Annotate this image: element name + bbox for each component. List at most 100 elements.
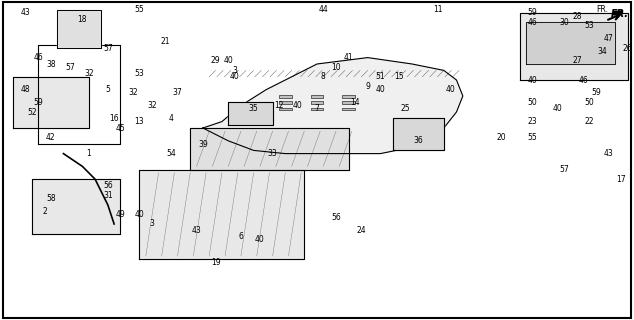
Bar [342,95,355,98]
Polygon shape [526,22,615,64]
Bar [279,101,292,104]
Polygon shape [228,102,273,125]
Text: 5: 5 [105,85,110,94]
Text: 56: 56 [331,213,341,222]
Text: 50: 50 [527,98,538,107]
Text: 53: 53 [585,21,595,30]
Text: 55: 55 [134,5,145,14]
Text: 2: 2 [42,207,47,216]
Text: 3: 3 [232,66,237,75]
Text: 9: 9 [365,82,370,91]
Text: 29: 29 [210,56,221,65]
Text: 51: 51 [375,72,385,81]
Text: 23: 23 [527,117,538,126]
Text: 47: 47 [604,34,614,43]
Text: 40: 40 [230,72,240,81]
Text: 40: 40 [134,210,145,219]
Text: 12: 12 [275,101,283,110]
Text: 46: 46 [33,53,43,62]
Polygon shape [32,179,120,234]
Text: 38: 38 [46,60,56,68]
Text: 48: 48 [20,85,30,94]
Text: 22: 22 [585,117,594,126]
Text: 18: 18 [78,15,87,24]
Bar [342,101,355,104]
Polygon shape [13,77,89,128]
Bar [311,108,323,110]
Text: 40: 40 [293,101,303,110]
Text: 4: 4 [169,114,174,123]
Text: 30: 30 [559,18,569,27]
Text: 35: 35 [249,104,259,113]
Text: 15: 15 [394,72,404,81]
Text: 50: 50 [585,98,595,107]
Text: 58: 58 [46,194,56,203]
Text: 43: 43 [20,8,30,17]
Text: 44: 44 [318,5,328,14]
Text: 10: 10 [331,63,341,72]
Text: 32: 32 [84,69,94,78]
Text: 40: 40 [527,76,538,84]
Polygon shape [203,58,463,154]
Text: 27: 27 [572,56,582,65]
Bar [311,101,323,104]
Polygon shape [190,128,349,170]
Polygon shape [520,13,628,80]
Text: 40: 40 [255,236,265,244]
Text: 21: 21 [160,37,169,46]
Text: 20: 20 [496,133,506,142]
Text: 40: 40 [445,85,455,94]
Text: 3: 3 [150,220,155,228]
Text: 43: 43 [604,149,614,158]
Text: 49: 49 [115,210,126,219]
Text: 45: 45 [115,124,126,132]
Text: 25: 25 [401,104,411,113]
Text: 40: 40 [553,104,563,113]
Text: 7: 7 [314,104,320,113]
Bar [342,108,355,110]
Text: FR.: FR. [597,5,608,14]
Text: 59: 59 [33,98,43,107]
Text: 6: 6 [238,232,243,241]
Text: FR.: FR. [611,9,628,20]
Text: 31: 31 [103,191,113,200]
Text: 59: 59 [527,8,538,17]
Polygon shape [57,10,101,48]
Text: 57: 57 [559,165,569,174]
Text: 26: 26 [623,44,633,52]
Text: 52: 52 [27,108,37,116]
Text: 46: 46 [527,18,538,27]
Text: 40: 40 [223,56,233,65]
Text: 17: 17 [616,175,626,184]
Text: 57: 57 [65,63,75,72]
Text: 32: 32 [147,101,157,110]
Text: 41: 41 [344,53,354,62]
Text: 54: 54 [166,149,176,158]
Text: 14: 14 [350,98,360,107]
Text: 57: 57 [103,44,113,52]
Text: 16: 16 [109,114,119,123]
Text: 1: 1 [86,149,91,158]
Text: 53: 53 [134,69,145,78]
Text: 28: 28 [573,12,581,20]
Text: 40: 40 [375,85,385,94]
Polygon shape [139,170,304,259]
Text: 24: 24 [356,226,366,235]
Polygon shape [393,118,444,150]
Bar [279,95,292,98]
Text: 19: 19 [210,258,221,267]
Bar [311,95,323,98]
Text: 13: 13 [134,117,145,126]
Text: 46: 46 [578,76,588,84]
Text: 32: 32 [128,88,138,97]
Text: 39: 39 [198,140,208,148]
Text: 42: 42 [46,133,56,142]
Text: 55: 55 [527,133,538,142]
Text: 36: 36 [413,136,424,145]
Text: 8: 8 [321,72,326,81]
Text: 59: 59 [591,88,601,97]
Text: 11: 11 [433,5,442,14]
Text: 37: 37 [172,88,183,97]
Text: 34: 34 [597,47,607,56]
Text: 43: 43 [191,226,202,235]
